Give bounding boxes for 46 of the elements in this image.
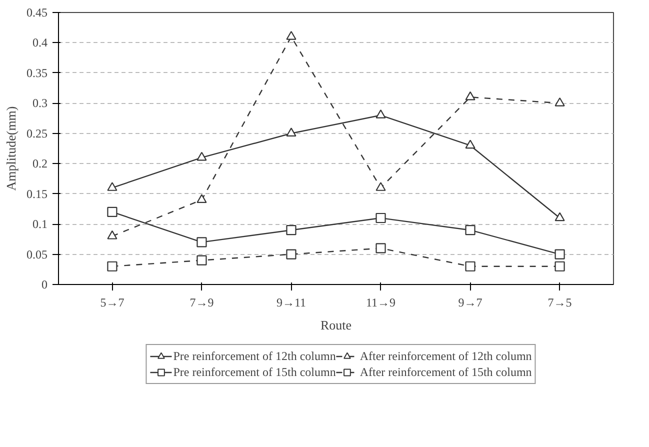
y-tick-label: 0.05	[26, 247, 48, 262]
legend-label: After reinforcement of 15th column	[360, 364, 532, 380]
y-tick-label: 0.1	[32, 217, 48, 232]
point	[107, 182, 118, 191]
legend-label: After reinforcement of 12th column	[360, 348, 532, 364]
point	[286, 225, 296, 236]
point	[376, 110, 386, 118]
point	[465, 91, 476, 100]
y-tick-label: 0.45	[26, 6, 48, 20]
point	[196, 152, 207, 161]
x-tick-label: 5→7	[100, 296, 124, 310]
x-tick-label: 9→7	[458, 296, 482, 310]
legend-label: Pre reinforcement of 12th column	[173, 348, 336, 364]
y-tick-label: 0.15	[26, 186, 48, 201]
point	[554, 212, 565, 222]
point	[286, 30, 296, 40]
point	[465, 261, 476, 272]
legend-label: Pre reinforcement of 15th column	[173, 364, 336, 380]
x-tick-label: 9→11	[276, 296, 306, 310]
y-tick-label: 0.35	[26, 66, 48, 80]
point	[107, 206, 118, 218]
point	[376, 182, 386, 191]
point	[465, 140, 476, 149]
point	[554, 249, 565, 260]
y-tick-label: 0.4	[32, 36, 48, 50]
point	[554, 261, 565, 272]
y-axis-title: Amplitude(mm)	[4, 106, 18, 191]
point	[196, 194, 207, 204]
point	[554, 97, 565, 106]
point	[465, 225, 476, 236]
y-tick-label: 0	[42, 278, 48, 292]
point	[376, 212, 386, 224]
point	[286, 128, 296, 137]
y-tick-label: 0.25	[26, 126, 48, 140]
point	[107, 230, 118, 240]
y-tick-label: 0.2	[32, 156, 48, 171]
point	[376, 243, 386, 254]
x-axis-title: Route	[320, 318, 352, 332]
point	[286, 249, 296, 260]
point	[107, 261, 118, 272]
x-tick-label: 11→9	[366, 296, 396, 310]
y-tick-label: 0.3	[32, 96, 48, 110]
x-tick-label: 7→5	[548, 296, 572, 310]
x-tick-label: 7→9	[190, 296, 214, 310]
point	[196, 237, 207, 248]
point	[196, 255, 207, 266]
